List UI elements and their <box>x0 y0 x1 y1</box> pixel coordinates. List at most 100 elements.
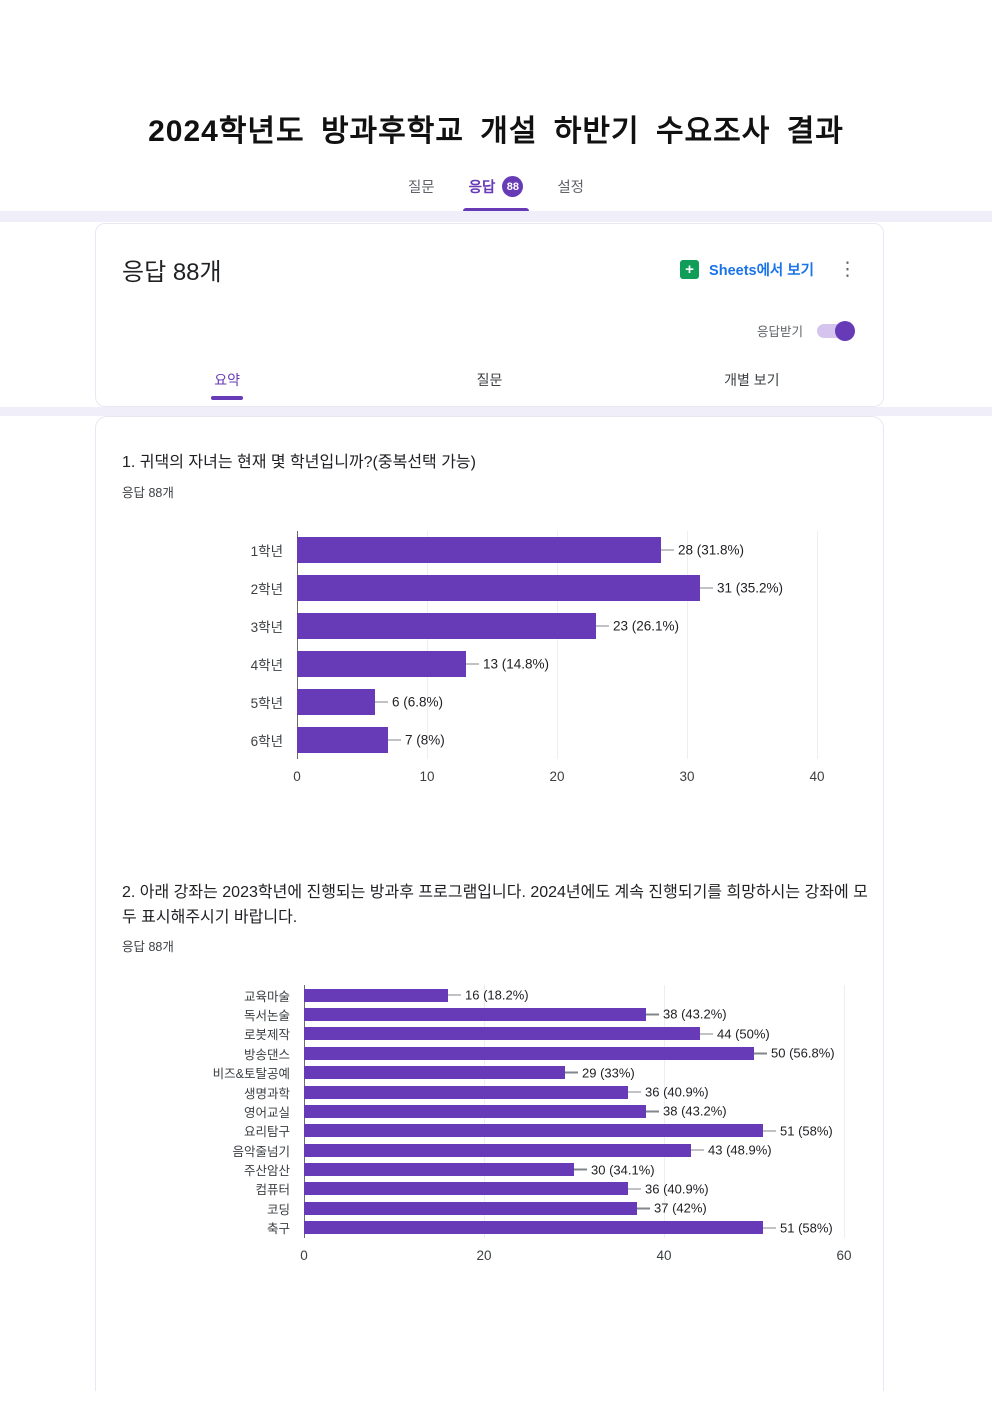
category-label: 컴퓨터 <box>255 1183 290 1198</box>
chart-row: 교육마술 16 (18.2%) <box>122 985 883 1004</box>
tab-responses[interactable]: 응답 88 <box>462 176 529 211</box>
value-connector-line <box>466 663 479 665</box>
chart-row: 코딩 37 (42%) <box>122 1199 883 1218</box>
value-connector-line <box>754 1052 767 1054</box>
x-axis-tick: 0 <box>300 1247 308 1263</box>
bar-track: 51 (58%) <box>304 1123 844 1138</box>
chart-row: 로봇제작 44 (50%) <box>122 1024 883 1043</box>
bar-track: 38 (43.2%) <box>304 1007 844 1022</box>
value-connector-line <box>375 701 388 703</box>
value-connector-line <box>448 994 461 996</box>
category-label: 3학년 <box>250 619 283 635</box>
chart-bar <box>304 1163 574 1177</box>
tab-settings-label: 설정 <box>557 180 585 196</box>
category-label: 음악줄넘기 <box>232 1144 290 1159</box>
bar-track: 31 (35.2%) <box>297 574 817 601</box>
x-axis-tick: 60 <box>836 1247 852 1263</box>
chart-bar <box>297 574 700 601</box>
value-connector-line <box>574 1168 587 1171</box>
x-axis-tick: 10 <box>419 768 435 784</box>
chart-row: 요리탐구 51 (58%) <box>122 1121 883 1140</box>
value-label: 16 (18.2%) <box>448 988 529 1003</box>
bar-track: 7 (8%) <box>297 726 817 753</box>
category-label: 교육마술 <box>243 989 290 1004</box>
x-axis-tick: 40 <box>809 768 825 784</box>
value-text: 6 (6.8%) <box>392 694 444 710</box>
value-connector-line <box>628 1091 641 1093</box>
value-label: 28 (31.8%) <box>661 542 744 557</box>
view-in-sheets-link[interactable]: Sheets에서 보기 <box>709 263 814 279</box>
category-label: 로봇제작 <box>243 1028 290 1043</box>
value-text: 43 (48.9%) <box>708 1142 772 1158</box>
bar-track: 38 (43.2%) <box>304 1104 844 1119</box>
value-text: 29 (33%) <box>582 1065 635 1081</box>
category-label: 1학년 <box>250 543 283 559</box>
value-label: 36 (40.9%) <box>628 1181 709 1196</box>
value-label: 7 (8%) <box>388 732 445 747</box>
chart-bar <box>304 1007 646 1021</box>
value-text: 37 (42%) <box>654 1200 707 1216</box>
page-background-strip-gap <box>0 407 992 416</box>
bar-track: 51 (58%) <box>304 1220 844 1235</box>
chart-row: 음악줄넘기 43 (48.9%) <box>122 1141 883 1160</box>
value-connector-line <box>637 1207 650 1210</box>
value-connector-line <box>646 1013 659 1016</box>
responses-count-title: 응답 88개 <box>122 259 222 286</box>
gridline <box>844 985 845 1238</box>
bar-track: 37 (42%) <box>304 1200 844 1216</box>
value-connector-line <box>596 625 609 627</box>
chart-bar <box>304 1221 763 1235</box>
category-label: 영어교실 <box>243 1105 290 1120</box>
value-connector-line <box>661 549 674 551</box>
x-axis-tick: 0 <box>293 768 301 784</box>
subtab-question[interactable]: 질문 <box>476 372 503 388</box>
tab-responses-label: 응답 <box>468 180 496 196</box>
chart-bar <box>304 1027 700 1041</box>
chart-row: 주산암산 30 (34.1%) <box>122 1160 883 1179</box>
subtab-individual[interactable]: 개별 보기 <box>724 372 780 388</box>
value-label: 23 (26.1%) <box>596 618 679 633</box>
subtab-summary[interactable]: 요약 <box>96 370 358 406</box>
question-2-title: 2. 아래 강좌는 2023학년에 진행되는 방과후 프로그램입니다. 2024… <box>122 883 868 926</box>
value-connector-line <box>565 1071 578 1074</box>
chart-bar <box>304 1182 628 1196</box>
responses-header-card: 응답 88개 + Sheets에서 보기 ⋮ 응답받기 요약 질문 개별 보기 <box>95 223 884 407</box>
category-label: 5학년 <box>250 695 283 711</box>
tab-questions[interactable]: 질문 <box>408 176 435 211</box>
bar-track: 13 (14.8%) <box>297 650 817 677</box>
accepting-responses-toggle[interactable] <box>817 320 855 341</box>
responses-count-badge: 88 <box>502 176 524 197</box>
chart-row: 방송댄스 50 (56.8%) <box>122 1044 883 1063</box>
value-label: 38 (43.2%) <box>646 1007 727 1022</box>
x-axis-tick: 20 <box>549 768 565 784</box>
chart-bar <box>304 1066 565 1080</box>
summary-content-card: 1. 귀댁의 자녀는 현재 몇 학년입니까?(중복선택 가능) 응답 88개 1… <box>95 416 884 1391</box>
category-label: 코딩 <box>266 1202 290 1217</box>
value-connector-line <box>763 1227 776 1229</box>
value-label: 51 (58%) <box>763 1123 833 1138</box>
bar-track: 50 (56.8%) <box>304 1045 844 1061</box>
chart-bar <box>297 612 596 639</box>
plus-icon: + <box>685 260 694 278</box>
chart-bar <box>304 1124 763 1138</box>
category-label: 생명과학 <box>243 1086 290 1101</box>
value-text: 50 (56.8%) <box>771 1045 835 1061</box>
kebab-menu-icon[interactable]: ⋮ <box>838 259 857 280</box>
value-label: 6 (6.8%) <box>375 694 443 709</box>
chart-bar <box>304 988 448 1002</box>
question-2-response-count: 응답 88개 <box>122 940 174 955</box>
value-text: 16 (18.2%) <box>465 987 529 1003</box>
chart-row: 3학년 23 (26.1%) <box>122 607 883 645</box>
tab-settings[interactable]: 설정 <box>557 176 584 211</box>
value-connector-line <box>700 1033 713 1035</box>
value-label: 30 (34.1%) <box>574 1162 655 1177</box>
question-1-response-count: 응답 88개 <box>122 485 174 500</box>
page-background-strip-top <box>0 211 992 222</box>
value-label: 38 (43.2%) <box>646 1104 727 1119</box>
question-2-block: 2. 아래 강좌는 2023학년에 진행되는 방과후 프로그램입니다. 2024… <box>122 881 883 1274</box>
bar-track: 29 (33%) <box>304 1065 844 1081</box>
category-label: 4학년 <box>250 657 283 673</box>
question-2-bar-chart: 교육마술 16 (18.2%) 독서논술 38 (43.2%) 로봇제작 44 (50%)… <box>122 985 883 1273</box>
chart-row: 4학년 13 (14.8%) <box>122 645 883 683</box>
